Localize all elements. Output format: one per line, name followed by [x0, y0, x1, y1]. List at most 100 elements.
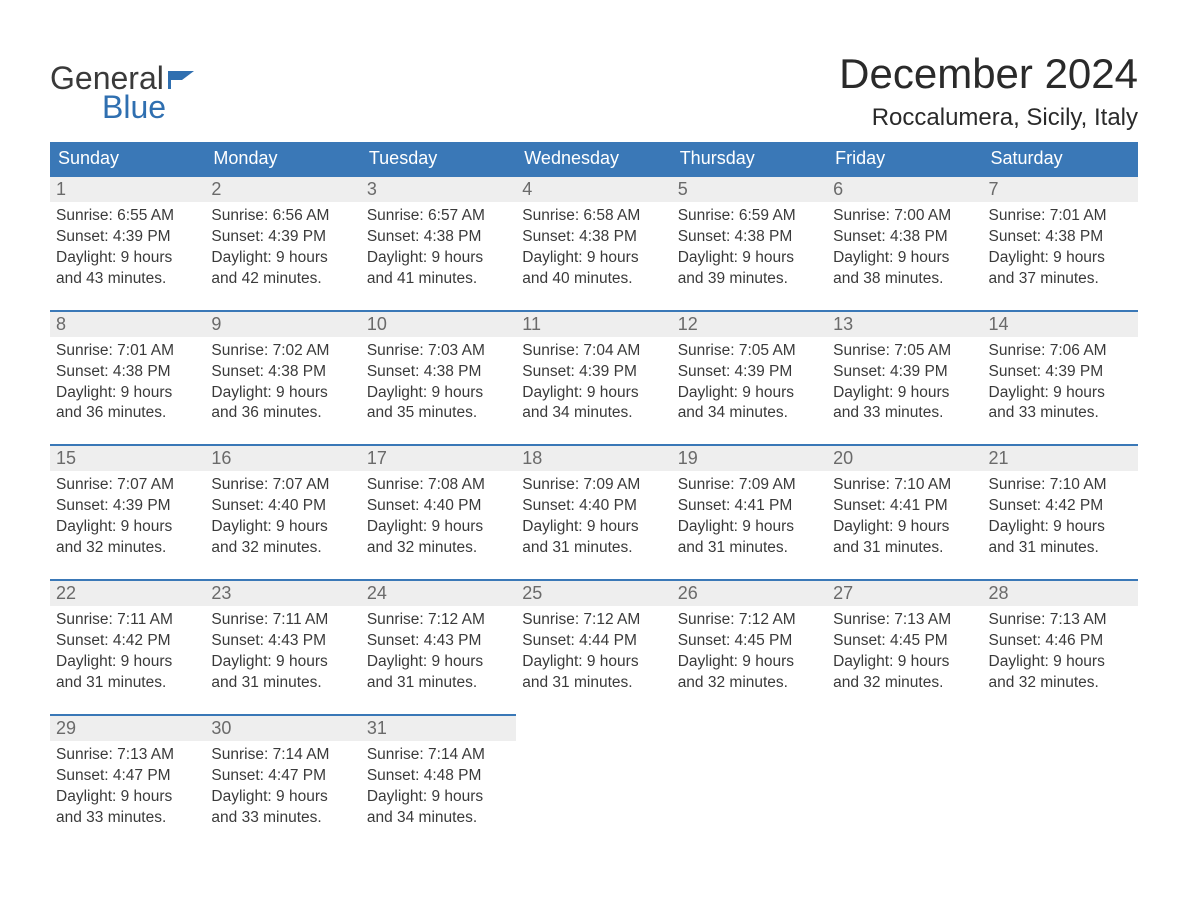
day-cell: 29Sunrise: 7:13 AMSunset: 4:47 PMDayligh…	[50, 714, 205, 831]
day-cell	[516, 714, 671, 831]
day-sunrise: Sunrise: 7:13 AM	[833, 610, 976, 631]
flag-icon	[168, 60, 198, 97]
day-cell: 31Sunrise: 7:14 AMSunset: 4:48 PMDayligh…	[361, 714, 516, 831]
day-number: 13	[827, 310, 982, 337]
day-sunset: Sunset: 4:40 PM	[522, 496, 665, 517]
day-cell: 10Sunrise: 7:03 AMSunset: 4:38 PMDayligh…	[361, 310, 516, 427]
day-daylight1: Daylight: 9 hours	[678, 517, 821, 538]
day-body: Sunrise: 6:58 AMSunset: 4:38 PMDaylight:…	[516, 202, 671, 292]
day-body: Sunrise: 7:06 AMSunset: 4:39 PMDaylight:…	[983, 337, 1138, 427]
day-body: Sunrise: 7:09 AMSunset: 4:41 PMDaylight:…	[672, 471, 827, 561]
day-sunset: Sunset: 4:45 PM	[678, 631, 821, 652]
day-daylight2: and 31 minutes.	[833, 538, 976, 559]
day-cell	[983, 714, 1138, 831]
day-sunset: Sunset: 4:39 PM	[989, 362, 1132, 383]
day-daylight2: and 33 minutes.	[56, 808, 199, 829]
day-sunrise: Sunrise: 7:12 AM	[367, 610, 510, 631]
day-daylight2: and 40 minutes.	[522, 269, 665, 290]
day-number: 9	[205, 310, 360, 337]
day-number: 18	[516, 444, 671, 471]
day-number: 4	[516, 175, 671, 202]
day-cell: 4Sunrise: 6:58 AMSunset: 4:38 PMDaylight…	[516, 175, 671, 292]
day-daylight1: Daylight: 9 hours	[522, 517, 665, 538]
calendar-week: 8Sunrise: 7:01 AMSunset: 4:38 PMDaylight…	[50, 310, 1138, 427]
day-sunset: Sunset: 4:41 PM	[833, 496, 976, 517]
day-sunset: Sunset: 4:44 PM	[522, 631, 665, 652]
month-title: December 2024	[839, 50, 1138, 98]
day-daylight2: and 39 minutes.	[678, 269, 821, 290]
day-cell: 30Sunrise: 7:14 AMSunset: 4:47 PMDayligh…	[205, 714, 360, 831]
day-cell	[672, 714, 827, 831]
day-cell: 5Sunrise: 6:59 AMSunset: 4:38 PMDaylight…	[672, 175, 827, 292]
day-daylight1: Daylight: 9 hours	[367, 248, 510, 269]
day-sunset: Sunset: 4:39 PM	[56, 227, 199, 248]
day-sunset: Sunset: 4:42 PM	[989, 496, 1132, 517]
day-daylight2: and 32 minutes.	[833, 673, 976, 694]
day-daylight1: Daylight: 9 hours	[833, 517, 976, 538]
day-number: 7	[983, 175, 1138, 202]
day-body: Sunrise: 7:13 AMSunset: 4:45 PMDaylight:…	[827, 606, 982, 696]
day-body: Sunrise: 7:12 AMSunset: 4:43 PMDaylight:…	[361, 606, 516, 696]
day-sunrise: Sunrise: 7:05 AM	[678, 341, 821, 362]
day-sunset: Sunset: 4:38 PM	[367, 362, 510, 383]
day-cell: 23Sunrise: 7:11 AMSunset: 4:43 PMDayligh…	[205, 579, 360, 696]
day-daylight1: Daylight: 9 hours	[56, 517, 199, 538]
day-daylight2: and 34 minutes.	[522, 403, 665, 424]
day-sunset: Sunset: 4:38 PM	[989, 227, 1132, 248]
day-daylight1: Daylight: 9 hours	[833, 248, 976, 269]
day-daylight2: and 31 minutes.	[522, 538, 665, 559]
calendar: SundayMondayTuesdayWednesdayThursdayFrid…	[50, 142, 1138, 830]
day-body: Sunrise: 7:13 AMSunset: 4:47 PMDaylight:…	[50, 741, 205, 831]
dow-cell: Saturday	[983, 142, 1138, 175]
day-sunrise: Sunrise: 7:09 AM	[678, 475, 821, 496]
day-daylight2: and 36 minutes.	[56, 403, 199, 424]
day-sunrise: Sunrise: 7:11 AM	[56, 610, 199, 631]
day-sunrise: Sunrise: 7:11 AM	[211, 610, 354, 631]
day-daylight2: and 32 minutes.	[211, 538, 354, 559]
day-cell: 26Sunrise: 7:12 AMSunset: 4:45 PMDayligh…	[672, 579, 827, 696]
dow-cell: Wednesday	[516, 142, 671, 175]
day-number: 17	[361, 444, 516, 471]
day-body: Sunrise: 7:07 AMSunset: 4:39 PMDaylight:…	[50, 471, 205, 561]
day-sunset: Sunset: 4:38 PM	[367, 227, 510, 248]
day-body: Sunrise: 6:56 AMSunset: 4:39 PMDaylight:…	[205, 202, 360, 292]
day-sunrise: Sunrise: 7:03 AM	[367, 341, 510, 362]
day-body: Sunrise: 7:04 AMSunset: 4:39 PMDaylight:…	[516, 337, 671, 427]
day-body: Sunrise: 7:10 AMSunset: 4:42 PMDaylight:…	[983, 471, 1138, 561]
day-number: 5	[672, 175, 827, 202]
day-daylight1: Daylight: 9 hours	[989, 517, 1132, 538]
day-body: Sunrise: 7:05 AMSunset: 4:39 PMDaylight:…	[672, 337, 827, 427]
day-number: 26	[672, 579, 827, 606]
day-sunrise: Sunrise: 7:08 AM	[367, 475, 510, 496]
day-sunrise: Sunrise: 7:12 AM	[522, 610, 665, 631]
day-sunrise: Sunrise: 7:09 AM	[522, 475, 665, 496]
day-sunset: Sunset: 4:39 PM	[522, 362, 665, 383]
day-cell	[827, 714, 982, 831]
day-cell: 20Sunrise: 7:10 AMSunset: 4:41 PMDayligh…	[827, 444, 982, 561]
day-body: Sunrise: 7:12 AMSunset: 4:45 PMDaylight:…	[672, 606, 827, 696]
day-daylight2: and 34 minutes.	[678, 403, 821, 424]
day-daylight1: Daylight: 9 hours	[989, 652, 1132, 673]
day-sunset: Sunset: 4:45 PM	[833, 631, 976, 652]
day-body: Sunrise: 7:01 AMSunset: 4:38 PMDaylight:…	[50, 337, 205, 427]
day-daylight1: Daylight: 9 hours	[211, 517, 354, 538]
day-sunset: Sunset: 4:48 PM	[367, 766, 510, 787]
day-sunrise: Sunrise: 7:07 AM	[211, 475, 354, 496]
day-number: 14	[983, 310, 1138, 337]
calendar-week: 15Sunrise: 7:07 AMSunset: 4:39 PMDayligh…	[50, 444, 1138, 561]
days-of-week-row: SundayMondayTuesdayWednesdayThursdayFrid…	[50, 142, 1138, 175]
day-daylight2: and 34 minutes.	[367, 808, 510, 829]
day-sunrise: Sunrise: 6:58 AM	[522, 206, 665, 227]
day-sunset: Sunset: 4:40 PM	[367, 496, 510, 517]
dow-cell: Thursday	[672, 142, 827, 175]
day-daylight2: and 37 minutes.	[989, 269, 1132, 290]
day-cell: 19Sunrise: 7:09 AMSunset: 4:41 PMDayligh…	[672, 444, 827, 561]
day-daylight1: Daylight: 9 hours	[989, 383, 1132, 404]
day-body: Sunrise: 7:01 AMSunset: 4:38 PMDaylight:…	[983, 202, 1138, 292]
day-body: Sunrise: 7:14 AMSunset: 4:48 PMDaylight:…	[361, 741, 516, 831]
day-sunrise: Sunrise: 7:14 AM	[211, 745, 354, 766]
day-daylight2: and 32 minutes.	[989, 673, 1132, 694]
day-daylight2: and 42 minutes.	[211, 269, 354, 290]
day-daylight2: and 31 minutes.	[56, 673, 199, 694]
day-daylight2: and 43 minutes.	[56, 269, 199, 290]
